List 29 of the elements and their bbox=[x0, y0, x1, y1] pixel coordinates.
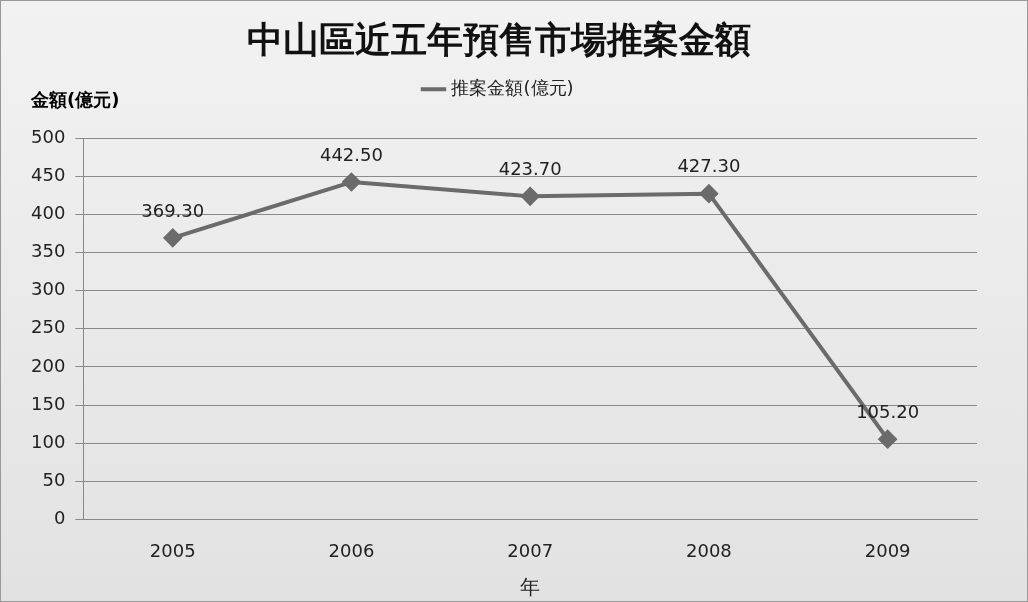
point bbox=[878, 430, 897, 449]
x-tick-label: 2005 bbox=[149, 539, 196, 561]
y-tick-label: 400 bbox=[31, 202, 66, 224]
text: 369.30 bbox=[141, 199, 205, 221]
y-tick-label: 500 bbox=[31, 125, 66, 147]
y-tick-label: 300 bbox=[31, 278, 66, 300]
y-tick-label: 50 bbox=[42, 468, 66, 490]
point bbox=[521, 187, 540, 206]
x-axis-title: 年 bbox=[520, 575, 541, 600]
x-tick-label: 2006 bbox=[328, 539, 375, 561]
text: 423.70 bbox=[498, 158, 562, 180]
text: 442.50 bbox=[319, 143, 383, 165]
y-tick-label: 150 bbox=[31, 392, 66, 414]
point bbox=[163, 228, 182, 247]
y-axis-title: 金額(億元) bbox=[30, 88, 120, 110]
y-tick-label: 200 bbox=[31, 354, 66, 376]
y-tick-label: 450 bbox=[31, 163, 66, 185]
legend-label: 推案金額(億元) bbox=[451, 76, 574, 98]
x-tick-label: 2009 bbox=[864, 539, 911, 561]
text: 427.30 bbox=[677, 155, 741, 177]
y-tick-label: 0 bbox=[53, 507, 66, 529]
y-tick-label: 350 bbox=[31, 240, 66, 262]
x-tick-label: 2007 bbox=[507, 539, 554, 561]
y-tick-label: 250 bbox=[31, 316, 66, 338]
y-tick-label: 100 bbox=[31, 430, 66, 452]
chart-title: 中山區近五年預售市場推案金額 bbox=[247, 17, 751, 60]
x-tick-label: 2008 bbox=[686, 539, 732, 561]
point bbox=[342, 173, 361, 192]
point bbox=[699, 184, 718, 203]
